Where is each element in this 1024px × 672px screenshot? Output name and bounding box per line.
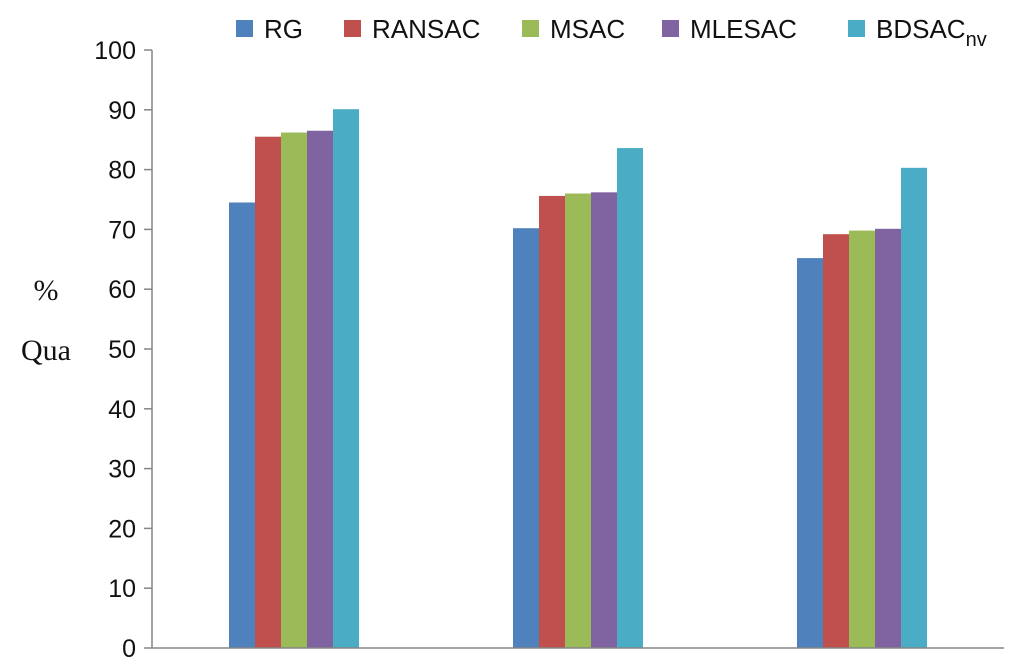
legend-label: RG — [264, 14, 303, 44]
y-tick-label: 60 — [108, 276, 136, 304]
y-axis: 0 10 20 30 40 50 60 70 80 90 100 — [94, 37, 153, 663]
bar-ransac-group-1 — [255, 136, 281, 648]
y-tick-label: 20 — [108, 515, 136, 543]
y-tick-label: 70 — [108, 216, 136, 244]
bar-rg-group-3 — [797, 258, 823, 648]
legend: RG RANSAC MSAC MLESAC BDSACnv — [236, 14, 987, 51]
y-tick-label: 100 — [94, 37, 136, 65]
legend-swatch — [662, 20, 679, 37]
y-axis-label-line-2: Qua — [21, 334, 71, 367]
legend-swatch — [522, 20, 539, 37]
bar-bdsacnv-group-3 — [901, 167, 927, 648]
y-tick-label: 90 — [108, 97, 136, 125]
y-tick-label: 0 — [122, 635, 136, 663]
legend-label: MLESAC — [690, 14, 797, 44]
y-tick-label: 80 — [108, 157, 136, 185]
bar-msac-group-2 — [565, 193, 591, 648]
bars — [229, 109, 927, 649]
bar-ransac-group-2 — [539, 195, 565, 649]
bar-msac-group-1 — [281, 132, 307, 649]
y-tick-label: 30 — [108, 456, 136, 484]
y-axis-label: % Qua — [21, 274, 71, 367]
bar-mlesac-group-2 — [591, 192, 617, 648]
bar-bdsacnv-group-1 — [333, 109, 359, 648]
bar-mlesac-group-3 — [875, 228, 901, 648]
y-tick-label: 10 — [108, 575, 136, 603]
bar-ransac-group-3 — [823, 234, 849, 648]
y-axis-label-line-1: % — [34, 274, 59, 307]
y-tick-label: 50 — [108, 336, 136, 364]
bar-rg-group-2 — [513, 228, 539, 649]
legend-swatch — [236, 20, 253, 37]
legend-swatch — [848, 20, 865, 37]
bar-mlesac-group-1 — [307, 130, 333, 649]
legend-label: MSAC — [550, 14, 625, 44]
legend-label: RANSAC — [372, 14, 480, 44]
bar-msac-group-3 — [849, 230, 875, 648]
legend-label: BDSACnv — [876, 14, 987, 51]
y-tick-label: 40 — [108, 396, 136, 424]
legend-swatch — [344, 20, 361, 37]
bar-rg-group-1 — [229, 202, 255, 649]
bar-bdsacnv-group-2 — [617, 148, 643, 648]
